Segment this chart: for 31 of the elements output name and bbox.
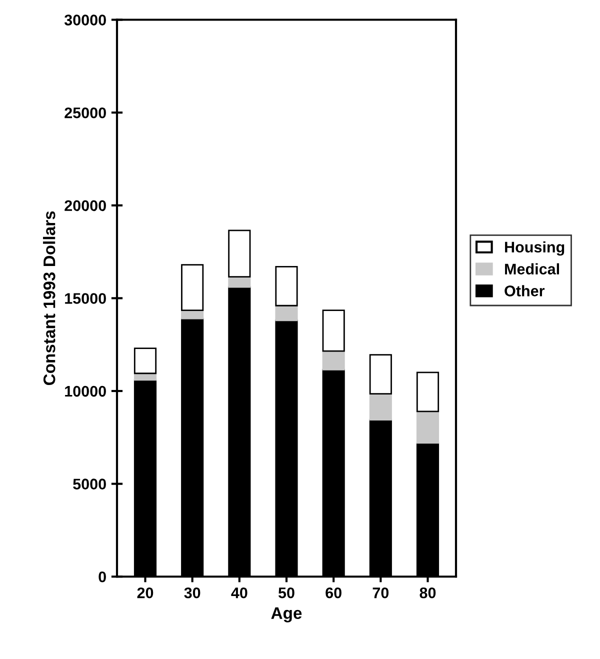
y-tick-label: 15000: [65, 293, 106, 304]
legend-label: Housing: [505, 241, 564, 256]
y-axis-title: Constant 1993 Dollars: [43, 211, 56, 386]
bar: [322, 310, 345, 352]
x-tick-label: 60: [326, 587, 342, 598]
y-tick-label: 10000: [65, 386, 106, 397]
y-tick-label: 25000: [64, 107, 106, 118]
bar: [369, 393, 392, 420]
y-tick-label: 30000: [64, 14, 106, 26]
y-tick-label: 20000: [64, 200, 106, 212]
bar: [416, 372, 440, 412]
x-axis-title: Age: [271, 607, 302, 622]
bar: [228, 230, 251, 278]
bar: [275, 266, 298, 306]
bar: [181, 264, 204, 311]
x-tick-label: 30: [184, 587, 200, 598]
y-tick-label: 0: [98, 571, 106, 582]
legend-label: Other: [504, 285, 545, 296]
bar: [228, 276, 251, 288]
legend-label: Medical: [505, 263, 559, 274]
bar: [369, 354, 392, 394]
bar: [322, 350, 345, 370]
x-tick-label: 20: [137, 587, 154, 598]
bar: [416, 410, 440, 444]
bar: [275, 304, 298, 322]
x-tick-label: 50: [278, 587, 294, 598]
x-tick-label: 70: [372, 587, 389, 598]
x-tick-label: 80: [420, 587, 436, 598]
bar: [134, 348, 157, 374]
y-tick-label: 5000: [73, 478, 106, 490]
x-tick-label: 40: [231, 587, 248, 598]
